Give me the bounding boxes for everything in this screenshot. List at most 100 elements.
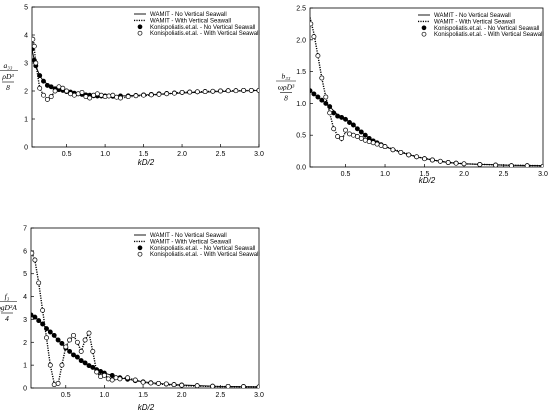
data-point-open [82,337,88,343]
data-point-open [31,250,35,256]
data-point-open [36,280,42,286]
x-tick-label: 2.5 [216,151,226,158]
y-tick-label: 2 [24,89,28,96]
y-tick-label: 5 [23,271,27,278]
y-label-divisor: 8 [284,94,288,103]
x-tick-label: 1.0 [380,171,390,178]
y-tick-label: 5 [24,5,28,12]
data-point-open [125,94,131,100]
data-point-filled [37,73,43,79]
legend-entry: WAMIT - No Vertical Seawall [434,13,511,19]
x-tick-label: 3.0 [254,151,264,158]
data-point-open [540,163,543,167]
data-point-open [210,383,216,388]
data-point-open [241,384,246,388]
data-point-open [48,94,54,100]
data-point-open [133,93,139,99]
data-point-open [202,89,208,95]
y-tick-label: 2.0 [296,37,306,44]
data-point-filled [323,100,329,106]
data-point-filled [335,113,341,119]
data-point-open [44,335,49,341]
plot-area [31,250,259,388]
y-tick-label: 0 [24,145,28,152]
data-point-open [437,158,443,164]
chart-panel-top-left: 0.5 1.0 1.5 2.0 2.5 3.0 0 1 2 3 4 5 kD/2 a₃₃ ρD³ 8 WAMIT… [0,5,264,167]
data-point-open [319,75,325,81]
y-label-divisor: 4 [5,314,9,323]
data-point-filled [311,91,317,97]
y-tick-label: 0.0 [296,165,306,172]
data-point-open [60,85,66,91]
y-label-numerator: f₃ [5,292,10,301]
plot-frame [30,227,260,389]
data-point-open [241,87,247,93]
data-point-filled [327,104,333,110]
legend-entry: WAMIT - With Vertical Seawall [434,19,515,25]
data-point-open [47,362,53,368]
data-point-filled [41,78,46,84]
data-point-open [67,337,73,343]
data-point-open [86,330,92,336]
legend-marker-symbol [137,245,143,251]
y-tick-label: 2.5 [296,6,306,13]
data-point-open [374,141,380,147]
y-label-divisor: 8 [6,83,10,92]
legend-entry: Konispoliatis.et.al. - With Vertical Sea… [434,32,544,38]
legend-entry: Konispoliatis.et.al. - No Vertical Seawa… [434,26,539,32]
data-point-open [194,89,200,95]
data-point-filled [71,352,76,358]
data-point-open [156,380,161,386]
data-point-open [256,384,259,388]
data-point-open [117,376,123,382]
data-point-open [248,87,254,93]
data-point-open [32,257,38,263]
legend-entry: Konispoliatis.et.al. - With Vertical Sea… [150,252,260,258]
data-point-open [429,157,435,163]
data-point-filled [47,329,53,335]
data-point-open [44,96,50,102]
data-point-open [225,88,231,94]
x-tick-label: 2.0 [459,171,469,178]
data-point-filled [354,126,360,132]
legend-entry: Konispoliatis.et.al. - With Vertical Sea… [150,31,260,37]
data-point-filled [86,363,92,369]
series-line-with-seawall [31,250,259,388]
legend-marker-symbol [137,251,143,257]
data-point-open [32,36,36,42]
x-tick-label: 1.5 [420,171,430,178]
data-point-open [323,94,329,100]
plot-area [310,17,543,167]
y-tick-label: 1 [23,363,27,370]
x-tick-label: 2.0 [177,392,187,399]
data-point-filled [319,97,325,103]
data-point-open [453,160,459,166]
data-point-filled [339,114,345,120]
data-point-open [477,162,483,167]
data-point-open [218,88,223,94]
data-point-open [350,132,356,138]
data-point-open [118,95,123,101]
y-tick-label: 0.5 [296,133,306,140]
data-point-open [179,382,185,388]
data-point-open [327,110,333,116]
data-point-filled [40,321,46,327]
data-point-open [37,85,43,91]
data-point-open [132,377,138,383]
data-point-open [210,88,216,94]
x-tick-label: 1.5 [138,392,148,399]
y-axis-label: f₃ ρgD²A 4 [0,292,17,323]
legend-entry: WAMIT - With Vertical Seawall [150,18,231,24]
plot-frame [31,6,260,148]
data-point-open [33,60,39,66]
data-point-open [414,154,420,160]
y-axis-label: a₃₃ ρD³ 8 [0,61,18,92]
data-point-open [40,307,46,313]
y-label-denominator: ρgD²A [0,303,17,312]
data-point-open [406,152,412,158]
data-point-open [105,376,111,382]
data-point-open [52,88,58,94]
data-point-open [106,93,112,99]
data-point-open [310,21,314,27]
